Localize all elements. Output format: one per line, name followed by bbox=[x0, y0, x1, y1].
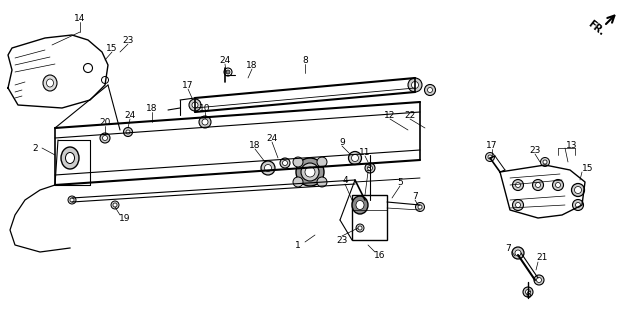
Ellipse shape bbox=[68, 196, 76, 204]
Ellipse shape bbox=[368, 165, 373, 171]
Text: 11: 11 bbox=[359, 148, 371, 156]
Ellipse shape bbox=[515, 203, 520, 207]
Ellipse shape bbox=[352, 155, 359, 162]
Ellipse shape bbox=[226, 70, 230, 74]
Text: 15: 15 bbox=[582, 164, 594, 172]
Text: 17: 17 bbox=[486, 140, 497, 149]
Text: 19: 19 bbox=[119, 213, 131, 222]
Text: 2: 2 bbox=[32, 143, 38, 153]
Ellipse shape bbox=[317, 157, 327, 167]
Ellipse shape bbox=[199, 116, 211, 128]
Ellipse shape bbox=[348, 151, 362, 164]
Text: 22: 22 bbox=[404, 110, 415, 119]
Ellipse shape bbox=[70, 198, 74, 202]
Text: 13: 13 bbox=[566, 140, 578, 149]
Ellipse shape bbox=[424, 84, 436, 95]
Ellipse shape bbox=[356, 201, 364, 210]
Ellipse shape bbox=[356, 224, 364, 232]
Ellipse shape bbox=[264, 164, 271, 172]
Text: 18: 18 bbox=[249, 140, 261, 149]
Ellipse shape bbox=[192, 102, 198, 108]
Text: 18: 18 bbox=[147, 103, 158, 113]
Ellipse shape bbox=[523, 287, 533, 297]
Ellipse shape bbox=[261, 161, 275, 175]
Text: 5: 5 bbox=[397, 178, 403, 187]
Ellipse shape bbox=[317, 177, 327, 187]
Bar bbox=[352, 195, 387, 240]
Ellipse shape bbox=[66, 153, 75, 164]
Ellipse shape bbox=[485, 153, 494, 162]
Ellipse shape bbox=[515, 250, 521, 256]
Text: 8: 8 bbox=[302, 55, 308, 65]
Ellipse shape bbox=[293, 157, 303, 167]
Ellipse shape bbox=[352, 196, 368, 214]
Ellipse shape bbox=[513, 180, 524, 190]
Ellipse shape bbox=[415, 203, 424, 212]
Ellipse shape bbox=[512, 247, 524, 259]
Ellipse shape bbox=[515, 182, 520, 188]
Ellipse shape bbox=[296, 158, 324, 186]
Ellipse shape bbox=[280, 158, 290, 168]
Ellipse shape bbox=[124, 127, 132, 137]
Ellipse shape bbox=[418, 205, 422, 209]
Ellipse shape bbox=[536, 277, 541, 283]
Ellipse shape bbox=[571, 183, 585, 196]
Text: 1: 1 bbox=[295, 241, 301, 250]
Text: 7: 7 bbox=[412, 191, 418, 201]
Text: 15: 15 bbox=[106, 44, 118, 52]
Text: 23: 23 bbox=[122, 36, 134, 44]
Ellipse shape bbox=[365, 163, 375, 173]
Ellipse shape bbox=[573, 199, 583, 211]
Text: 3: 3 bbox=[365, 164, 371, 172]
Ellipse shape bbox=[358, 226, 362, 230]
Ellipse shape bbox=[282, 161, 287, 165]
Ellipse shape bbox=[534, 275, 544, 285]
Text: 24: 24 bbox=[219, 55, 231, 65]
Text: 18: 18 bbox=[247, 60, 258, 69]
Ellipse shape bbox=[100, 133, 110, 143]
Text: 21: 21 bbox=[536, 253, 548, 262]
Text: 10: 10 bbox=[199, 103, 211, 113]
Text: 24: 24 bbox=[266, 133, 278, 142]
Ellipse shape bbox=[113, 203, 117, 207]
Ellipse shape bbox=[43, 75, 57, 91]
Text: 23: 23 bbox=[529, 146, 541, 155]
Text: 12: 12 bbox=[384, 110, 396, 119]
Ellipse shape bbox=[61, 147, 79, 169]
Ellipse shape bbox=[541, 157, 550, 166]
Ellipse shape bbox=[126, 130, 130, 134]
Ellipse shape bbox=[103, 135, 108, 140]
Text: 20: 20 bbox=[99, 117, 111, 126]
Ellipse shape bbox=[543, 160, 547, 164]
Ellipse shape bbox=[111, 201, 119, 209]
Text: 23: 23 bbox=[336, 236, 348, 244]
Text: 14: 14 bbox=[75, 13, 86, 22]
Ellipse shape bbox=[552, 180, 564, 190]
Text: FR.: FR. bbox=[586, 19, 606, 37]
Ellipse shape bbox=[189, 99, 201, 111]
Ellipse shape bbox=[555, 182, 561, 188]
Ellipse shape bbox=[427, 87, 433, 92]
Text: 16: 16 bbox=[375, 251, 386, 260]
Text: 24: 24 bbox=[124, 110, 136, 119]
Text: 17: 17 bbox=[182, 81, 194, 90]
Text: 6: 6 bbox=[525, 291, 531, 300]
Ellipse shape bbox=[533, 180, 543, 190]
Ellipse shape bbox=[412, 82, 419, 89]
Ellipse shape bbox=[202, 119, 208, 125]
Ellipse shape bbox=[408, 78, 422, 92]
Ellipse shape bbox=[305, 167, 315, 177]
Text: 9: 9 bbox=[339, 138, 345, 147]
Ellipse shape bbox=[513, 199, 524, 211]
Ellipse shape bbox=[526, 290, 531, 294]
Ellipse shape bbox=[575, 203, 580, 207]
Text: 4: 4 bbox=[342, 175, 348, 185]
Ellipse shape bbox=[536, 182, 541, 188]
Ellipse shape bbox=[47, 79, 54, 87]
Ellipse shape bbox=[293, 177, 303, 187]
Ellipse shape bbox=[575, 187, 582, 194]
Text: 7: 7 bbox=[505, 244, 511, 252]
Ellipse shape bbox=[488, 155, 492, 159]
Ellipse shape bbox=[301, 163, 319, 181]
